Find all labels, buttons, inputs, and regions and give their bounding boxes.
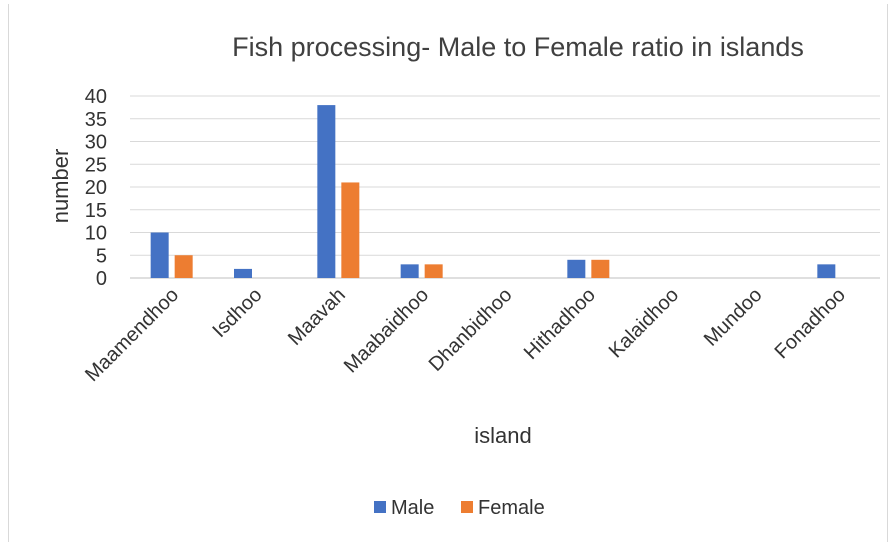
y-tick-label: 5 bbox=[96, 245, 107, 267]
bar-female bbox=[424, 264, 443, 278]
bar-male bbox=[567, 259, 586, 278]
x-tick-label: Kalaidhoo bbox=[605, 284, 683, 362]
bar-male bbox=[817, 264, 836, 278]
legend-swatch-male bbox=[374, 501, 386, 513]
y-tick-label: 10 bbox=[85, 223, 107, 245]
x-axis-label: island bbox=[474, 423, 531, 448]
x-tick-label: Maabaidhoo bbox=[340, 284, 433, 377]
bar-female bbox=[174, 255, 193, 278]
bar-female bbox=[591, 259, 610, 278]
x-tick-label: Fonadhoo bbox=[771, 284, 850, 363]
legend-label-female: Female bbox=[478, 497, 545, 519]
gridlines bbox=[130, 95, 880, 279]
legend-swatch-female bbox=[461, 501, 473, 513]
x-tick-label: Hithadhoo bbox=[520, 284, 600, 364]
x-tick-label: Maavah bbox=[284, 284, 350, 350]
bar-male bbox=[317, 105, 336, 278]
y-tick-label: 35 bbox=[85, 109, 107, 131]
bar-male bbox=[150, 232, 169, 278]
bar-male bbox=[234, 268, 252, 278]
legend-label-male: Male bbox=[391, 497, 434, 519]
x-tick-label: Isdhoo bbox=[209, 284, 267, 342]
chart-frame bbox=[8, 4, 888, 542]
y-tick-label: 20 bbox=[85, 177, 107, 199]
x-tick-labels: Maamendhoo Isdhoo MaavahMaabaidhooDhanbidh… bbox=[81, 284, 850, 386]
chart-title: Fish processing- Male to Female ratio in… bbox=[232, 32, 804, 62]
bar-female bbox=[341, 182, 360, 278]
y-axis-label: number bbox=[48, 149, 73, 224]
x-tick-label: Mundoo bbox=[700, 284, 767, 351]
y-tick-label: 25 bbox=[85, 154, 107, 176]
y-tick-label: 15 bbox=[85, 200, 107, 222]
y-tick-label: 40 bbox=[85, 86, 107, 108]
y-tick-label: 0 bbox=[96, 268, 107, 290]
y-tick-label: 30 bbox=[85, 132, 107, 154]
x-tick-label: Maamendhoo bbox=[81, 284, 183, 386]
bars bbox=[150, 105, 836, 278]
bar-male bbox=[400, 264, 419, 278]
legend: Male Female bbox=[374, 497, 545, 519]
x-tick-label: Dhanbidhoo bbox=[425, 284, 517, 376]
